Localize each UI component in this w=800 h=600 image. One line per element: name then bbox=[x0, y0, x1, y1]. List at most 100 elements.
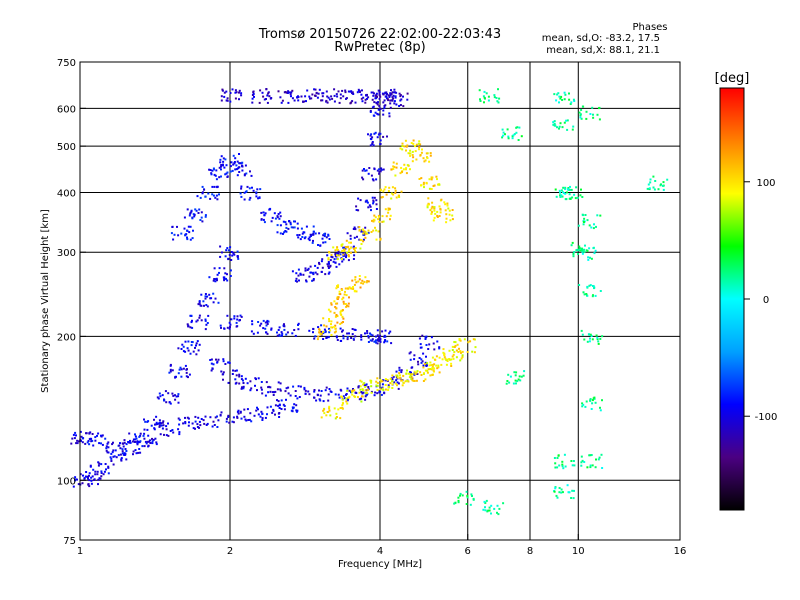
scatter-point bbox=[97, 483, 99, 486]
scatter-point bbox=[386, 98, 389, 101]
scatter-point bbox=[454, 341, 457, 344]
scatter-point bbox=[370, 231, 373, 233]
scatter-point bbox=[357, 209, 360, 212]
scatter-point bbox=[461, 355, 464, 358]
scatter-point bbox=[100, 442, 102, 445]
scatter-point bbox=[276, 331, 278, 334]
scatter-point bbox=[125, 443, 128, 446]
scatter-point bbox=[182, 350, 185, 353]
scatter-point bbox=[318, 331, 321, 334]
scatter-point bbox=[105, 468, 107, 471]
scatter-point bbox=[579, 116, 582, 119]
scatter-point bbox=[169, 370, 172, 373]
scatter-point bbox=[507, 135, 510, 138]
scatter-point bbox=[589, 464, 592, 467]
scatter-point bbox=[590, 335, 593, 337]
scatter-point bbox=[299, 385, 302, 388]
scatter-point bbox=[422, 373, 425, 375]
scatter-point bbox=[312, 271, 315, 274]
scatter-point bbox=[385, 91, 388, 94]
scatter-point bbox=[92, 468, 95, 471]
scatter-point bbox=[242, 382, 245, 384]
scatter-point bbox=[362, 232, 365, 235]
scatter-point bbox=[222, 276, 225, 279]
scatter-point bbox=[512, 382, 515, 385]
scatter-point bbox=[387, 94, 390, 97]
scatter-point bbox=[444, 203, 447, 206]
scatter-point bbox=[588, 454, 591, 457]
scatter-point bbox=[148, 440, 150, 443]
scatter-point bbox=[309, 265, 312, 268]
scatter-point bbox=[429, 154, 432, 157]
scatter-point bbox=[145, 442, 148, 445]
scatter-point bbox=[345, 397, 348, 400]
scatter-point bbox=[454, 501, 457, 504]
scatter-point bbox=[198, 301, 201, 304]
scatter-point bbox=[420, 358, 423, 361]
scatter-point bbox=[365, 281, 368, 284]
scatter-point bbox=[581, 196, 584, 198]
scatter-point bbox=[374, 94, 377, 97]
scatter-point bbox=[187, 225, 190, 228]
scatter-point bbox=[583, 251, 586, 254]
scatter-point bbox=[219, 255, 222, 258]
scatter-point bbox=[238, 91, 240, 94]
scatter-point bbox=[502, 131, 505, 134]
scatter-point bbox=[340, 389, 343, 392]
scatter-point bbox=[302, 231, 305, 234]
scatter-point bbox=[384, 388, 387, 391]
scatter-point bbox=[322, 332, 325, 335]
y-tick-label: 500 bbox=[57, 142, 76, 153]
scatter-point bbox=[254, 384, 256, 387]
scatter-point bbox=[390, 377, 393, 380]
scatter-point bbox=[277, 381, 280, 384]
scatter-point bbox=[376, 389, 379, 391]
scatter-point bbox=[137, 451, 140, 454]
scatter-point bbox=[190, 210, 193, 213]
scatter-point bbox=[298, 279, 300, 282]
scatter-point bbox=[328, 98, 331, 101]
scatter-point bbox=[143, 428, 146, 431]
scatter-point bbox=[378, 168, 381, 171]
scatter-point bbox=[314, 95, 317, 97]
scatter-point bbox=[446, 204, 449, 207]
scatter-point bbox=[85, 432, 88, 435]
scatter-point bbox=[230, 161, 233, 164]
scatter-point bbox=[94, 470, 97, 473]
scatter-point bbox=[451, 345, 454, 348]
scatter-point bbox=[360, 336, 363, 338]
scatter-point bbox=[313, 88, 316, 91]
scatter-point bbox=[558, 464, 561, 467]
scatter-point bbox=[358, 391, 361, 394]
scatter-point bbox=[387, 384, 390, 387]
scatter-point bbox=[252, 93, 255, 95]
scatter-point bbox=[322, 338, 325, 340]
scatter-point bbox=[398, 194, 400, 197]
scatter-point bbox=[220, 95, 223, 98]
scatter-point bbox=[391, 374, 394, 377]
scatter-point bbox=[316, 266, 319, 269]
scatter-point bbox=[322, 330, 324, 333]
scatter-point bbox=[364, 389, 367, 392]
scatter-point bbox=[446, 202, 449, 205]
scatter-point bbox=[352, 245, 355, 248]
scatter-point bbox=[653, 188, 656, 191]
scatter-point bbox=[227, 361, 230, 364]
scatter-point bbox=[374, 226, 376, 229]
scatter-point bbox=[446, 358, 449, 361]
scatter-point bbox=[594, 466, 597, 469]
scatter-point bbox=[388, 112, 391, 115]
scatter-point bbox=[445, 221, 448, 224]
scatter-point bbox=[259, 324, 262, 327]
scatter-point bbox=[377, 101, 379, 104]
scatter-point bbox=[382, 113, 385, 116]
scatter-point bbox=[506, 380, 509, 382]
scatter-point bbox=[204, 293, 207, 295]
scatter-point bbox=[147, 445, 150, 448]
scatter-point bbox=[320, 270, 323, 273]
scatter-point bbox=[165, 434, 168, 437]
scatter-point bbox=[367, 229, 370, 232]
scatter-point bbox=[362, 229, 365, 232]
scatter-point bbox=[188, 214, 191, 217]
scatter-point bbox=[573, 464, 576, 467]
